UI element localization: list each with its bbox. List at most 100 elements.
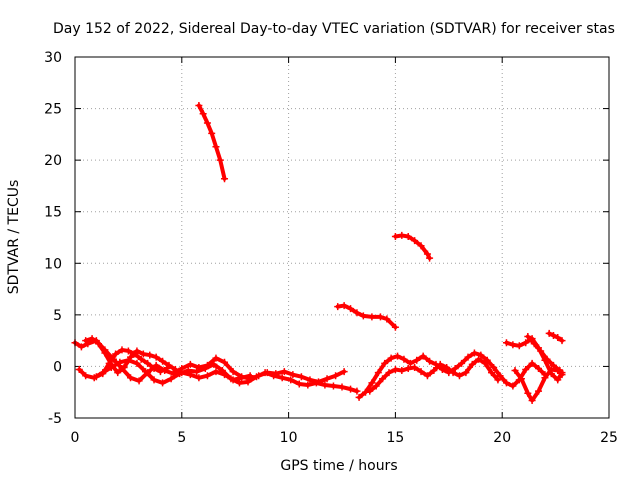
data-point (141, 368, 149, 376)
plot-frame (74, 56, 610, 419)
data-point (543, 355, 551, 363)
data-point (353, 309, 361, 317)
data-point (229, 368, 237, 376)
data-point (462, 369, 470, 377)
series-line (525, 334, 562, 373)
data-point (312, 379, 320, 387)
data-point (391, 323, 399, 331)
data-point (502, 379, 510, 387)
data-point (404, 232, 412, 240)
data-point (120, 363, 128, 371)
data-point (417, 242, 425, 250)
data-point (470, 349, 478, 357)
data-point (75, 366, 83, 374)
data-point (139, 350, 147, 358)
data-point (193, 368, 201, 376)
data-point (511, 367, 519, 375)
data-point (556, 367, 564, 375)
data-point (549, 331, 557, 339)
data-point (297, 373, 305, 381)
data-point (524, 389, 532, 397)
data-point (468, 360, 476, 368)
data-point (381, 359, 389, 367)
data-point (212, 368, 220, 376)
data-point (522, 366, 530, 374)
data-point (201, 364, 209, 372)
data-point (554, 376, 562, 384)
y-tick-label: 10 (44, 256, 62, 272)
series-low-3 (82, 335, 254, 384)
data-point (321, 381, 329, 389)
data-point (509, 341, 517, 349)
series-high-arc-2 (391, 231, 434, 262)
data-point (280, 368, 288, 376)
data-point (426, 357, 434, 365)
data-point (391, 232, 399, 240)
x-tick-label: 10 (280, 430, 298, 446)
data-point (443, 363, 451, 371)
series-low-4 (92, 346, 171, 381)
data-point (340, 368, 348, 376)
data-point (522, 339, 530, 347)
data-point (289, 371, 297, 379)
y-tick-label: 5 (53, 308, 62, 324)
data-point (524, 333, 532, 341)
data-point (353, 387, 361, 395)
data-point (398, 231, 406, 239)
data-point (221, 175, 229, 183)
data-point (92, 373, 100, 381)
series-mid-arc (334, 302, 399, 331)
data-point (458, 359, 466, 367)
series-low-2 (75, 356, 361, 395)
data-point (385, 369, 393, 377)
axis-tick-labels: 0 5 10 15 20 25 -5 0 5 10 15 20 25 30 (44, 50, 618, 446)
data-point (235, 379, 243, 387)
data-point (419, 352, 427, 360)
data-point (545, 329, 553, 337)
data-point (221, 371, 229, 379)
data-point (366, 387, 374, 395)
data-point (430, 367, 438, 375)
data-point (112, 350, 120, 358)
data-point (203, 119, 211, 127)
data-point (481, 359, 489, 367)
data-point (464, 353, 472, 361)
data-point (210, 360, 218, 368)
data-point (359, 312, 367, 320)
data-point (423, 250, 431, 258)
x-tick-label: 0 (71, 430, 80, 446)
data-point (541, 374, 549, 382)
data-point (212, 354, 220, 362)
data-point (195, 101, 203, 109)
data-point (400, 355, 408, 363)
data-point (167, 375, 175, 383)
data-point (517, 375, 525, 383)
data-point (449, 369, 457, 377)
data-point (133, 359, 141, 367)
data-point (413, 356, 421, 364)
series-line (547, 331, 565, 343)
data-point (451, 364, 459, 372)
data-point (94, 340, 102, 348)
data-point (295, 380, 303, 388)
data-point (455, 372, 463, 380)
series-low-9 (524, 333, 564, 375)
data-point (334, 303, 342, 311)
data-point (379, 375, 387, 383)
data-point (496, 372, 504, 380)
data-point (426, 254, 434, 262)
data-point (278, 374, 286, 382)
y-tick-label: 20 (44, 153, 62, 169)
data-point (216, 156, 224, 164)
data-point (383, 315, 391, 323)
data-point (118, 346, 126, 354)
data-point (221, 358, 229, 366)
data-point (502, 339, 510, 347)
data-point (178, 369, 186, 377)
data-point (361, 388, 369, 396)
data-point (150, 364, 158, 372)
data-point (261, 369, 269, 377)
data-point (82, 372, 90, 380)
y-tick-label: 15 (44, 205, 62, 221)
